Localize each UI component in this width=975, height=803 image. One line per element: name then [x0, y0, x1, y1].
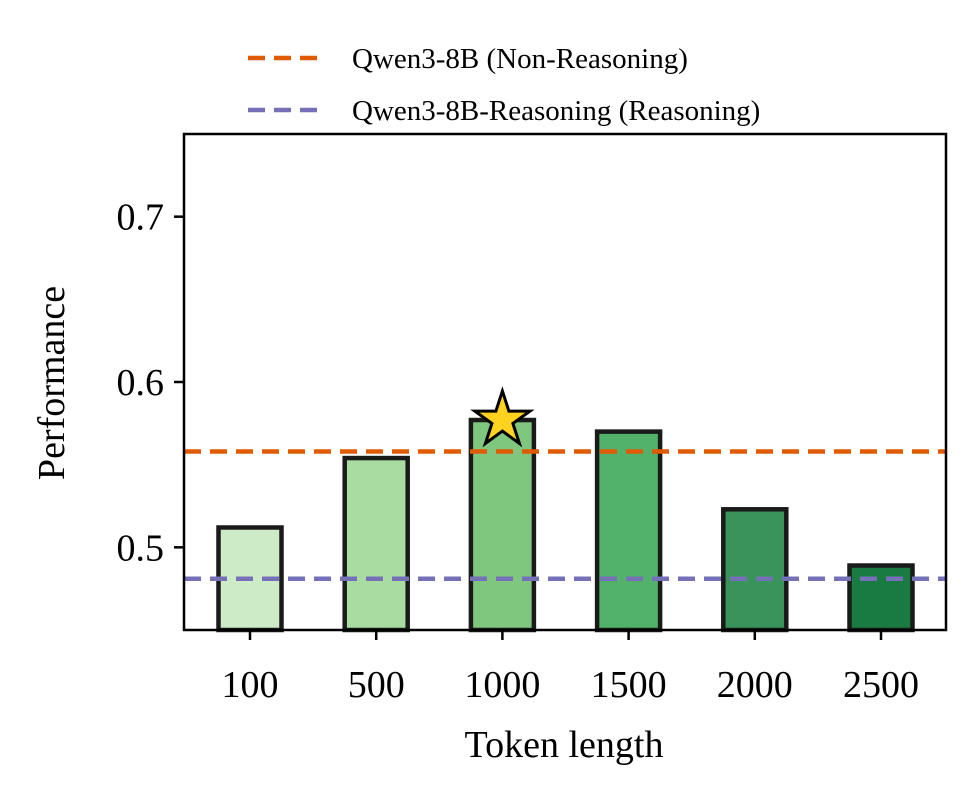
bar-1500 [594, 429, 663, 633]
x-tick-label-1500: 1500 [591, 664, 667, 706]
plot-area [184, 386, 946, 633]
x-tick-label-2000: 2000 [717, 664, 793, 706]
legend: Qwen3-8B (Non-Reasoning) Qwen3-8B-Reasoni… [248, 43, 760, 127]
y-tick-label: 0.7 [117, 197, 165, 239]
plot-frame [182, 132, 948, 632]
bar-2000 [721, 507, 789, 633]
best-star-marker [470, 386, 535, 448]
x-tick-label-100: 100 [222, 664, 279, 706]
x-tick-label-2500: 2500 [843, 664, 919, 706]
y-tick-label: 0.6 [117, 362, 165, 404]
x-axis-label: Token length [465, 724, 664, 766]
x-tick-label-1000: 1000 [464, 664, 540, 706]
bar-500 [342, 455, 410, 633]
y-axis-label: Performance [31, 286, 73, 480]
y-tick-label: 0.5 [117, 527, 165, 569]
axes: 0.5 0.6 0.7 100 500 1000 1500 2000 2500 [117, 132, 948, 706]
x-tick-label-500: 500 [348, 664, 405, 706]
legend-label-1: Qwen3-8B (Non-Reasoning) [352, 43, 688, 75]
bar-2500 [847, 563, 915, 633]
legend-label-2: Qwen3-8B-Reasoning (Reasoning) [352, 95, 760, 127]
